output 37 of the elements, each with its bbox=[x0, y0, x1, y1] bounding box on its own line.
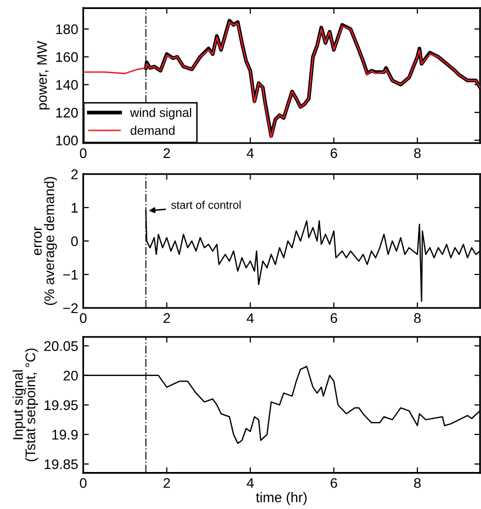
x-tick-label: 2 bbox=[164, 313, 170, 323]
x-tick-label: 8 bbox=[414, 478, 421, 488]
x-tick-label: 4 bbox=[246, 478, 254, 488]
legend-label: wind signal bbox=[130, 108, 192, 120]
y-tick-label: 19.85 bbox=[44, 459, 78, 470]
x-tick-label: 0 bbox=[80, 313, 87, 324]
y-axis-title: power, MW bbox=[37, 40, 50, 110]
x-tick-label: 0 bbox=[80, 148, 87, 158]
x-tick-label: 4 bbox=[246, 313, 254, 323]
x-tick-label: 6 bbox=[330, 313, 338, 324]
y-tick-label: −2 bbox=[63, 303, 78, 313]
y-axis-title: Input signal (Tstat setpoint, °C) bbox=[12, 348, 38, 462]
y-tick-label: 1 bbox=[72, 203, 78, 213]
y-tick-label: 160 bbox=[56, 52, 78, 62]
y-tick-label: 20 bbox=[64, 370, 78, 381]
legend-label: demand bbox=[130, 126, 174, 135]
x-axis-title: time (hr) bbox=[256, 492, 307, 505]
y-tick-label: 20.05 bbox=[44, 341, 78, 351]
x-tick-label: 2 bbox=[164, 148, 170, 158]
x-tick-label: 6 bbox=[330, 148, 338, 158]
y-tick-label: 19.9 bbox=[52, 430, 78, 440]
x-tick-label: 4 bbox=[246, 148, 254, 158]
annotation: start of control bbox=[171, 200, 241, 209]
x-tick-label: 8 bbox=[414, 148, 421, 158]
y-tick-label: 100 bbox=[56, 136, 78, 146]
x-tick-label: 8 bbox=[414, 313, 421, 324]
x-tick-label: 2 bbox=[164, 478, 170, 488]
x-tick-label: 6 bbox=[330, 478, 338, 488]
y-tick-label: 140 bbox=[56, 80, 78, 90]
y-tick-label: 180 bbox=[56, 24, 78, 34]
y-tick-label: 19.95 bbox=[44, 400, 78, 410]
y-axis-title: error (% average demand) bbox=[34, 177, 57, 305]
y-tick-label: −1 bbox=[63, 270, 78, 280]
x-tick-label: 0 bbox=[80, 478, 87, 488]
y-tick-label: 0 bbox=[71, 236, 78, 246]
y-tick-label: 120 bbox=[56, 108, 78, 118]
y-tick-label: 2 bbox=[71, 169, 78, 180]
